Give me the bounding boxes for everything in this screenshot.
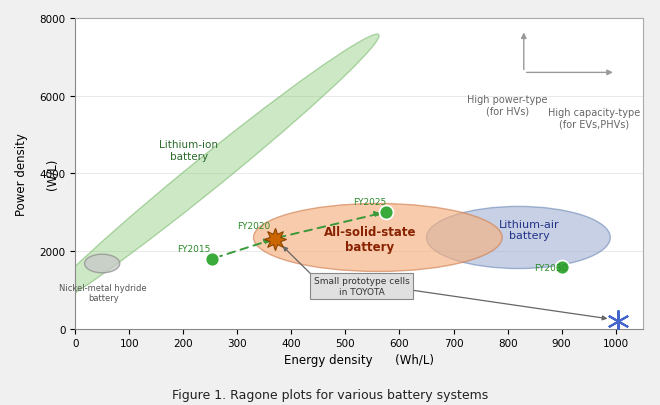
X-axis label: Energy density      (Wh/L): Energy density (Wh/L) bbox=[284, 353, 434, 366]
Text: FY2025: FY2025 bbox=[353, 198, 386, 207]
Text: All-solid-state
battery: All-solid-state battery bbox=[323, 226, 416, 254]
Text: FY2015: FY2015 bbox=[178, 244, 211, 254]
Text: Nickel-metal hydride
battery: Nickel-metal hydride battery bbox=[59, 283, 147, 303]
Ellipse shape bbox=[426, 207, 610, 269]
Text: Lithium-air
battery: Lithium-air battery bbox=[499, 220, 560, 241]
Ellipse shape bbox=[36, 35, 379, 313]
Text: Figure 1. Ragone plots for various battery systems: Figure 1. Ragone plots for various batte… bbox=[172, 388, 488, 401]
Text: High power-type
(for HVs): High power-type (for HVs) bbox=[467, 94, 548, 116]
Text: FY2030: FY2030 bbox=[534, 263, 568, 272]
Text: FY2020: FY2020 bbox=[237, 222, 270, 231]
Ellipse shape bbox=[84, 254, 119, 273]
Text: Lithium-ion
battery: Lithium-ion battery bbox=[159, 140, 218, 162]
Text: High capacity-type
(for EVs,PHVs): High capacity-type (for EVs,PHVs) bbox=[548, 108, 640, 130]
Ellipse shape bbox=[253, 204, 502, 272]
Y-axis label: Power density

(W/L): Power density (W/L) bbox=[15, 132, 58, 215]
Text: Small prototype cells
in TOYOTA: Small prototype cells in TOYOTA bbox=[314, 277, 409, 296]
